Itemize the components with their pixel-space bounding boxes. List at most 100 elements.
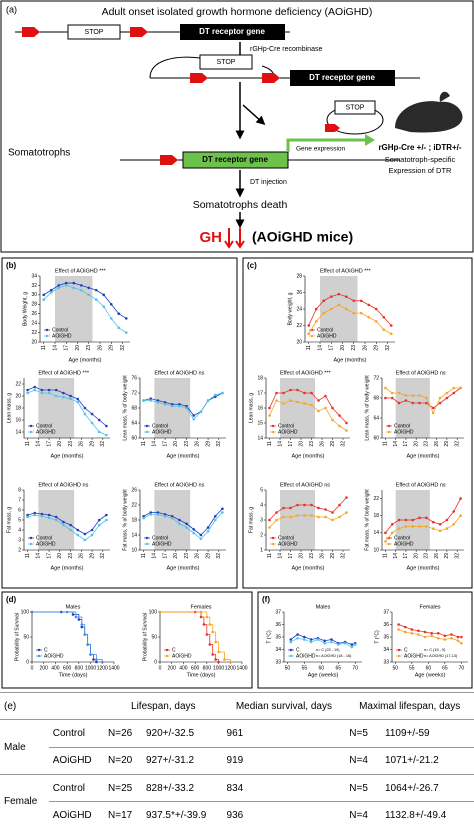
x-tick-label: 32: [340, 441, 346, 447]
point: [417, 629, 420, 633]
legend-marker: [145, 536, 149, 540]
y-axis-label: Body Weight, g: [22, 292, 28, 326]
cells: Somatotrophs: [8, 148, 70, 159]
y-tick-label: 34: [31, 273, 37, 279]
stop-box: [334, 100, 376, 115]
point: [178, 518, 181, 522]
legend-marker: [271, 536, 275, 540]
point: [310, 503, 313, 507]
point: [92, 658, 95, 661]
point: [213, 395, 217, 399]
legend-label: C: [172, 647, 176, 653]
point: [33, 385, 37, 389]
x-tick-label: 11: [25, 441, 31, 446]
legend-label: AOiGHD: [296, 653, 316, 659]
x-tick-label: 17: [403, 441, 409, 447]
x-tick-label: 29: [205, 553, 211, 559]
point: [170, 404, 174, 408]
point: [382, 315, 386, 319]
point: [105, 433, 108, 437]
panel-label: (b): [6, 261, 17, 270]
point: [83, 538, 87, 542]
legend-label: C: [296, 647, 300, 653]
y-tick-label: 3: [18, 537, 21, 543]
point: [62, 391, 65, 395]
table-cell: N=5: [345, 773, 381, 802]
x-tick-label: 32: [454, 441, 460, 447]
chart-title: Effect of AOiGHD ***: [38, 370, 90, 376]
point: [208, 643, 212, 646]
legend-label: AOiGHD: [152, 429, 172, 435]
table-cell: N=4: [345, 746, 381, 775]
x-tick-label: 11: [383, 441, 389, 446]
point: [72, 286, 76, 290]
mice: (AOiGHD mice): [252, 229, 353, 245]
point: [390, 396, 394, 400]
point: [303, 638, 306, 641]
y-tick-label: 10: [131, 547, 137, 553]
point: [30, 610, 34, 614]
point: [397, 628, 400, 631]
y-tick-label: 22: [15, 381, 21, 387]
x-tick-label: 23: [86, 345, 92, 351]
x-tick-label: 17: [46, 553, 52, 559]
x-tick-label: 800: [203, 665, 212, 671]
point: [54, 388, 58, 392]
x-tick-label: 65: [442, 665, 448, 671]
point: [397, 527, 401, 530]
point: [199, 610, 203, 614]
point: [411, 518, 415, 522]
point: [296, 636, 299, 640]
point: [438, 529, 442, 533]
point: [214, 658, 217, 661]
y-tick-label: 26: [31, 311, 37, 317]
y-tick-label: 100: [21, 609, 30, 615]
point: [83, 406, 87, 410]
point: [303, 514, 306, 517]
table-cell: Control: [48, 719, 105, 748]
point: [64, 281, 68, 285]
survival-step: [160, 611, 231, 662]
y-axis-label: Fat mass, g: [248, 507, 254, 533]
point: [403, 630, 407, 634]
point: [397, 623, 400, 626]
table-cell: 1109+/-59: [381, 719, 474, 748]
point: [456, 635, 460, 639]
point: [89, 653, 92, 656]
gene: DT receptor gene: [199, 27, 265, 36]
x-tick-label: 20: [413, 553, 419, 559]
legend-marker: [37, 648, 41, 652]
x-tick-label: 29: [89, 553, 95, 559]
point: [344, 307, 348, 311]
point: [86, 643, 89, 646]
stop: STOP: [217, 59, 236, 66]
point: [76, 533, 80, 537]
point: [384, 540, 387, 543]
chart-title: Males: [66, 604, 81, 610]
legend-marker: [289, 654, 293, 658]
x-axis-label: Age (months): [333, 357, 366, 363]
point: [213, 514, 217, 518]
legend-marker: [397, 654, 401, 658]
x-tick-label: 17: [162, 441, 168, 447]
point: [83, 412, 87, 416]
point: [331, 511, 334, 514]
point: [90, 421, 94, 425]
point: [425, 525, 428, 528]
y-tick-label: 18: [373, 513, 379, 519]
legend-label: AOiGHD: [152, 541, 172, 547]
point: [317, 506, 320, 510]
legend-label: Control: [36, 423, 52, 429]
point: [282, 391, 285, 395]
point: [192, 417, 196, 421]
panel-a-border: [0, 0, 474, 253]
y-tick-label: 18: [257, 375, 263, 381]
point: [367, 315, 371, 319]
point: [431, 406, 435, 410]
table-cell: 1071+/-21.2: [381, 746, 474, 775]
point: [26, 391, 29, 395]
legend-marker: [310, 334, 314, 338]
point: [79, 284, 83, 287]
point: [202, 623, 206, 626]
x-tick-label: 1400: [108, 665, 119, 671]
